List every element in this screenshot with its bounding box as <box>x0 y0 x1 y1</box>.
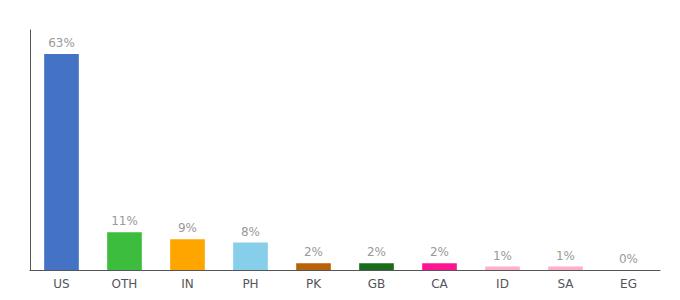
svg-text:US: US <box>53 277 69 291</box>
svg-text:2%: 2% <box>304 245 323 259</box>
svg-text:0%: 0% <box>619 252 638 266</box>
svg-text:9%: 9% <box>178 221 197 235</box>
svg-text:11%: 11% <box>111 214 138 228</box>
svg-text:1%: 1% <box>493 249 512 263</box>
svg-text:PK: PK <box>306 277 322 291</box>
svg-text:2%: 2% <box>367 245 386 259</box>
svg-text:GB: GB <box>368 277 386 291</box>
svg-text:OTH: OTH <box>112 277 138 291</box>
svg-text:EG: EG <box>620 277 637 291</box>
svg-text:8%: 8% <box>241 225 260 239</box>
svg-text:ID: ID <box>496 277 509 291</box>
svg-text:IN: IN <box>181 277 194 291</box>
svg-text:SA: SA <box>557 277 574 291</box>
svg-text:63%: 63% <box>48 36 75 50</box>
svg-text:CA: CA <box>431 277 448 291</box>
svg-text:PH: PH <box>242 277 258 291</box>
svg-text:1%: 1% <box>556 249 575 263</box>
svg-text:2%: 2% <box>430 245 449 259</box>
